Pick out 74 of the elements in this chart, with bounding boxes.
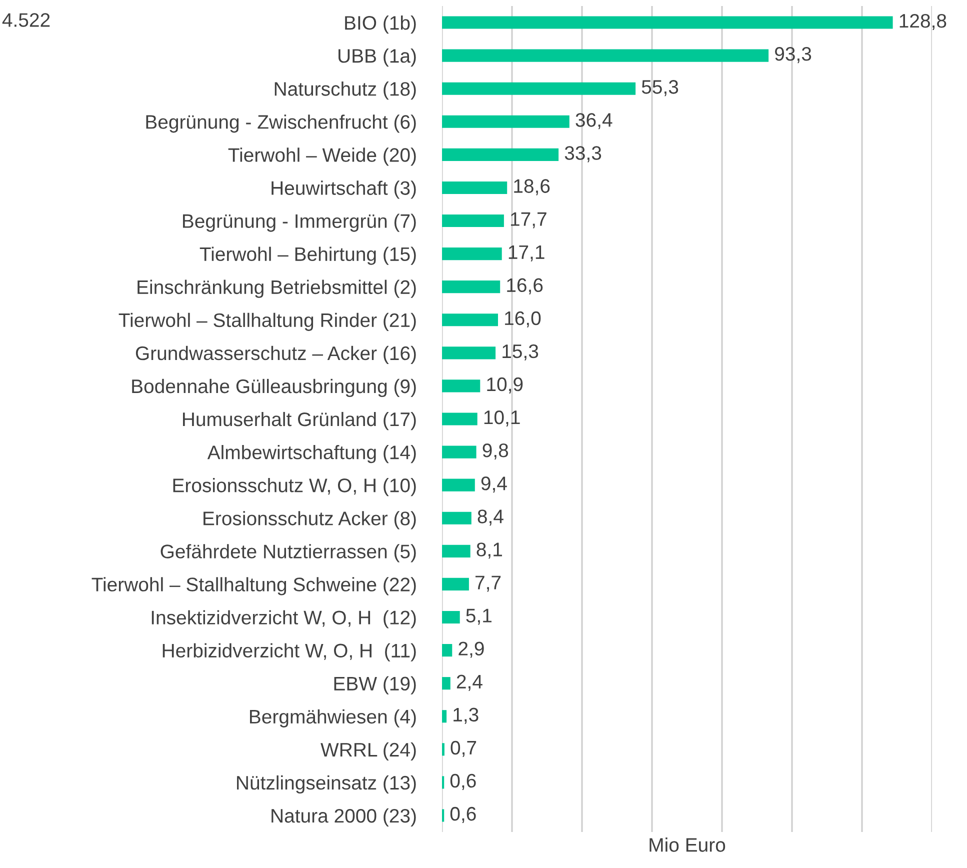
data-label: 16,0 (505, 311, 541, 328)
bar (442, 644, 452, 657)
bar (442, 478, 475, 492)
data-label: 2,9 (458, 642, 484, 658)
data-label: 8,1 (476, 542, 502, 559)
data-label: 5,1 (466, 608, 492, 625)
y-tick-label: Tierwohl – Stallhaltung Rinder (21) (118, 312, 416, 331)
y-tick-label: UBB (1a) (338, 48, 416, 67)
y-tick-label: Grundwasserschutz – Acker (16) (136, 346, 416, 364)
data-label: 15,3 (502, 344, 538, 360)
bar (442, 148, 559, 161)
data-label: 17,1 (508, 245, 544, 262)
y-tick-label: Almbewirtschaftung (14) (207, 444, 416, 464)
y-tick-label: Humuserhalt Grünland (17) (183, 412, 416, 430)
bar (442, 82, 636, 95)
data-label: 36,4 (576, 113, 612, 130)
data-label: 1,3 (454, 708, 478, 724)
y-tick-label: Begrünung - Immergrün (7) (183, 214, 416, 232)
bar (442, 412, 478, 426)
y-tick-label: Tierwohl – Stallhaltung Schweine (22) (92, 577, 416, 596)
y-tick-label: Herbizidverzicht W, O, H (11) (162, 643, 416, 662)
data-label: 17,7 (510, 212, 546, 228)
bar (442, 248, 502, 260)
text: 4.522 (2, 13, 50, 27)
bar (442, 710, 447, 723)
bar (442, 280, 500, 294)
data-label: 10,1 (484, 410, 520, 427)
y-tick-label: Tierwohl – Behirtung (15) (200, 246, 416, 265)
data-label: 93,3 (775, 47, 812, 64)
data-label: 0,6 (450, 806, 476, 823)
bar (442, 115, 570, 128)
bar (442, 610, 460, 624)
data-label: 16,6 (507, 278, 543, 294)
data-label: 128,8 (900, 14, 946, 30)
bar (442, 578, 469, 590)
bar (442, 214, 504, 228)
y-tick-label: Erosionsschutz Acker (8) (204, 511, 416, 530)
data-label: 7,7 (476, 576, 501, 592)
y-tick-label: Naturschutz (18) (274, 82, 416, 100)
bar (442, 49, 769, 62)
y-tick-label: Erosionsschutz W, O, H (10) (173, 478, 416, 496)
y-tick-label: Bergmähwiesen (4) (250, 709, 416, 728)
bar (442, 677, 450, 690)
y-tick-label: Gefährdete Nutztierrassen (5) (160, 544, 416, 562)
y-tick-label: EBW (19) (334, 676, 416, 694)
data-label: 2,4 (456, 674, 482, 691)
y-tick-label: Einschränkung Betriebsmittel (2) (138, 280, 416, 298)
data-label: 0,6 (450, 774, 476, 790)
y-tick-label: Tierwohl – Weide (20) (228, 148, 416, 166)
data-label: 33,3 (564, 146, 602, 162)
y-tick-label: Heuwirtschaft (3) (272, 180, 416, 199)
y-tick-label: Bodennahe Gülleausbringung (9) (132, 378, 416, 398)
y-tick-label: BIO (1b) (345, 15, 416, 34)
y-tick-label: Nützlingseinsatz (13) (237, 775, 416, 794)
x-axis-title: Mio Euro (650, 838, 726, 852)
data-label: 18,6 (514, 179, 550, 196)
bar (442, 544, 470, 558)
data-label: 55,3 (642, 80, 678, 96)
y-tick-label: Insektizidverzicht W, O, H (12) (152, 610, 416, 628)
bar (442, 314, 498, 326)
data-label: 9,4 (481, 476, 507, 493)
y-tick-label: WRRL (24) (320, 742, 416, 760)
bar (442, 512, 472, 524)
bar (442, 16, 893, 29)
bar (442, 380, 480, 392)
y-tick-label: Begrünung - Zwischenfrucht (6) (146, 114, 416, 133)
bar (442, 446, 476, 458)
data-label: 9,8 (482, 443, 508, 460)
data-label: 10,9 (487, 377, 523, 394)
data-label: 8,4 (478, 510, 504, 526)
bar (442, 346, 496, 360)
y-tick-label: Natura 2000 (23) (272, 808, 416, 827)
data-label: 0,7 (450, 740, 476, 757)
bar (442, 181, 508, 194)
